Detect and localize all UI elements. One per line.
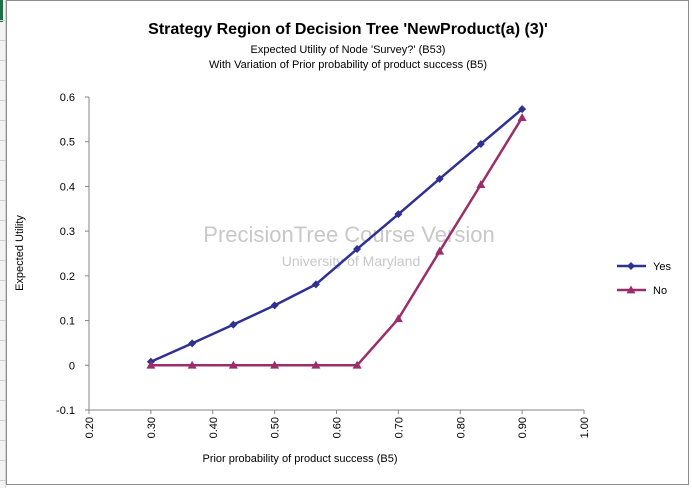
data-point-no bbox=[187, 360, 197, 369]
active-cell-marker bbox=[0, 0, 3, 22]
sheet-row-line bbox=[0, 480, 5, 481]
sheet-row-line bbox=[0, 200, 5, 201]
legend-label-no: No bbox=[653, 285, 667, 297]
sheet-row-line bbox=[0, 260, 5, 261]
sheet-row-line bbox=[0, 280, 5, 281]
sheet-row-line bbox=[0, 320, 5, 321]
x-tick-label: 1.00 bbox=[579, 417, 591, 438]
sheet-row-line bbox=[0, 420, 5, 421]
y-tick-label: 0.5 bbox=[60, 137, 75, 149]
data-point-yes bbox=[476, 139, 485, 148]
legend[interactable]: Yes No bbox=[617, 261, 671, 297]
spreadsheet-row-strip bbox=[0, 0, 6, 488]
sheet-row-line bbox=[0, 380, 5, 381]
sheet-row-line bbox=[0, 100, 5, 101]
x-tick-label: 0.80 bbox=[455, 417, 467, 438]
sheet-row-line bbox=[0, 300, 5, 301]
sheet-row-line bbox=[0, 60, 5, 61]
sheet-row-line bbox=[0, 40, 5, 41]
x-tick-label: 0.90 bbox=[517, 417, 529, 438]
data-point-yes bbox=[229, 320, 238, 329]
data-point-yes bbox=[435, 174, 444, 183]
data-point-no bbox=[270, 360, 280, 369]
sheet-row-line bbox=[0, 140, 5, 141]
sheet-row-line bbox=[0, 120, 5, 121]
watermark-line-2: University of Maryland bbox=[282, 253, 421, 269]
sheet-row-line bbox=[0, 20, 5, 21]
sheet-row-line bbox=[0, 400, 5, 401]
data-point-no bbox=[517, 113, 527, 121]
data-point-no bbox=[352, 360, 362, 369]
y-tick-label: 0.3 bbox=[60, 226, 75, 238]
data-point-yes bbox=[270, 301, 279, 310]
y-tick-label: 0.6 bbox=[60, 92, 75, 104]
y-tick-label: 0.2 bbox=[60, 271, 75, 283]
series-line-no bbox=[150, 116, 524, 367]
legend-label-yes: Yes bbox=[653, 261, 671, 273]
data-point-no bbox=[476, 180, 486, 189]
sheet-row-line bbox=[0, 460, 5, 461]
data-point-no bbox=[311, 360, 321, 369]
x-tick-label: 0.30 bbox=[146, 417, 158, 438]
chart-title: Strategy Region of Decision Tree 'NewPro… bbox=[148, 21, 548, 38]
x-tick-label: 0.70 bbox=[393, 417, 405, 438]
axes-group: 0.6 0.5 0.4 0.3 0.2 0.1 0 -0.1 0.20 0.30 0.40 0.50 0… bbox=[56, 92, 591, 438]
y-tick-label: 0 bbox=[69, 360, 75, 372]
chart-area[interactable] bbox=[6, 0, 689, 485]
data-point-yes bbox=[353, 245, 362, 254]
x-tick-label: 0.60 bbox=[332, 417, 344, 438]
data-point-yes bbox=[394, 210, 403, 219]
data-point-yes bbox=[311, 280, 320, 289]
chart-subtitle-1: Expected Utility of Node 'Survey?' (B53) bbox=[251, 44, 446, 56]
y-tick-label: 0.4 bbox=[60, 181, 75, 193]
data-point-yes bbox=[188, 339, 197, 348]
data-point-no bbox=[228, 360, 238, 369]
data-point-yes bbox=[518, 105, 527, 114]
x-tick-label: 0.20 bbox=[84, 417, 96, 438]
x-tick-label: 0.40 bbox=[208, 417, 220, 438]
sheet-row-line bbox=[0, 360, 5, 361]
data-point-no bbox=[146, 360, 156, 369]
y-tick-label: -0.1 bbox=[56, 405, 75, 417]
sheet-row-line bbox=[0, 240, 5, 241]
sheet-row-line bbox=[0, 340, 5, 341]
sheet-row-line bbox=[0, 440, 5, 441]
data-point-no bbox=[393, 314, 403, 323]
sheet-row-line bbox=[0, 80, 5, 81]
sheet-row-line bbox=[0, 160, 5, 161]
plot-series-group bbox=[146, 105, 527, 369]
x-tick-label: 0.50 bbox=[270, 417, 282, 438]
y-tick-label: 0.1 bbox=[60, 316, 75, 328]
series-line-yes bbox=[150, 108, 523, 363]
x-axis-label: Prior probability of product success (B5… bbox=[202, 453, 397, 465]
data-point-no bbox=[435, 246, 445, 255]
chart-subtitle-2: With Variation of Prior probability of p… bbox=[209, 59, 487, 71]
y-axis-label: Expected Utility bbox=[14, 215, 26, 291]
legend-marker-no bbox=[626, 285, 636, 294]
sheet-row-line bbox=[0, 180, 5, 181]
legend-marker-yes bbox=[627, 262, 635, 270]
sheet-row-line bbox=[0, 220, 5, 221]
